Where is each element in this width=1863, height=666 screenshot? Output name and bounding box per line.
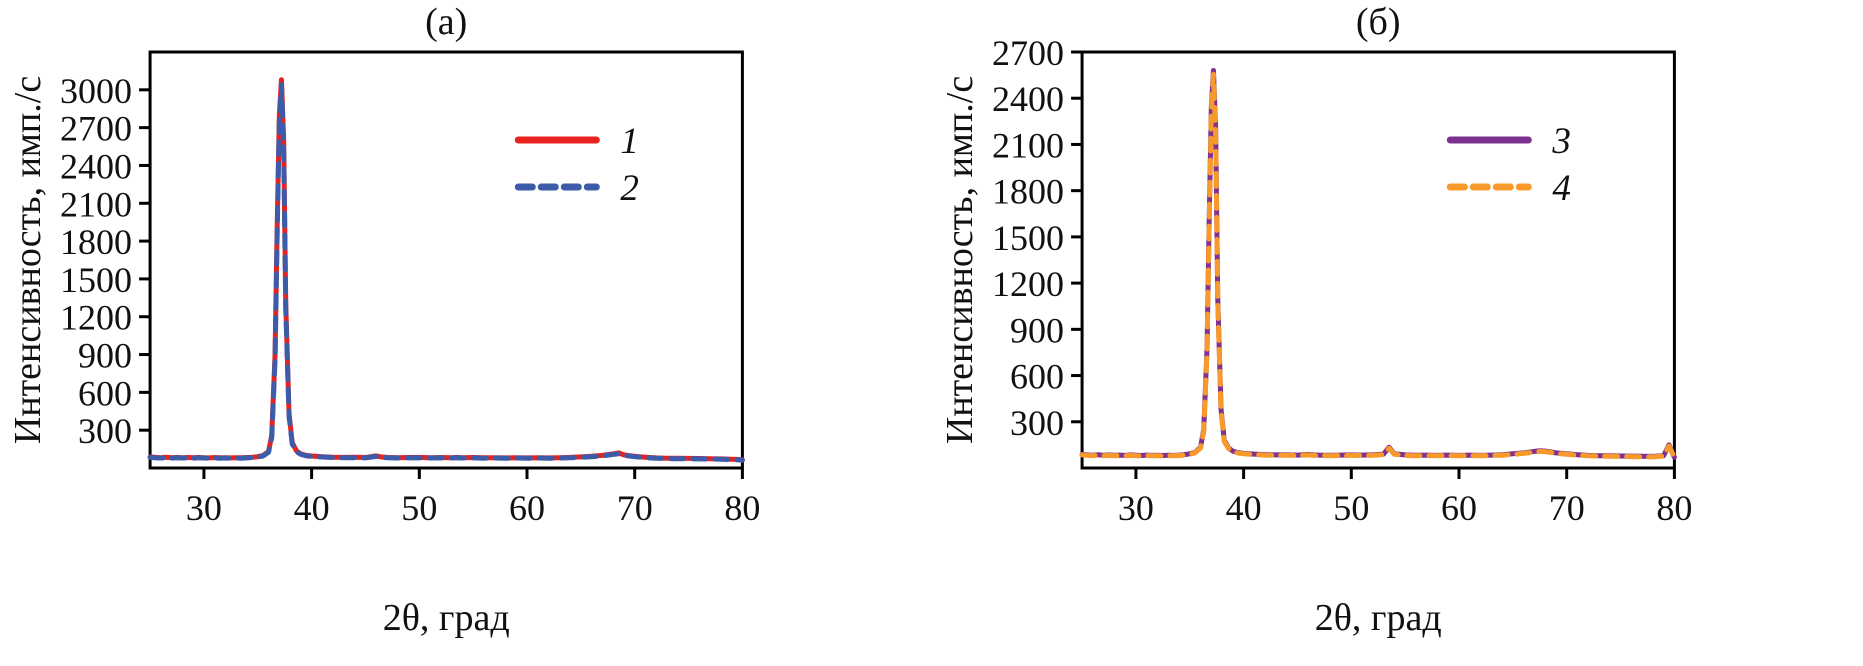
legend-label-2: 2: [620, 168, 639, 209]
x-tick-label: 60: [509, 488, 545, 528]
y-tick-label: 1200: [60, 298, 132, 338]
series-line-1: [147, 77, 745, 463]
legend-label-4: 4: [1552, 168, 1571, 209]
y-tick-label: 300: [1010, 403, 1064, 443]
x-tick-label: 50: [1333, 488, 1369, 528]
x-tick-label: 70: [617, 488, 653, 528]
legend-label-1: 1: [620, 121, 639, 162]
y-tick-label: 2700: [992, 33, 1064, 73]
x-tick-label: 80: [1656, 488, 1692, 528]
y-tick-label: 900: [1010, 310, 1064, 350]
series-line-4: [1079, 71, 1677, 461]
panel-b: (б) 30 40 50 60 70 80 300 600 900 1200 1500 1800 2100…: [932, 0, 1863, 666]
y-axis-label: Интенсивность, имп./с: [7, 76, 49, 444]
x-tick-label: 60: [1441, 488, 1477, 528]
y-tick-label: 2100: [992, 125, 1064, 165]
plot-frame: [148, 50, 744, 470]
y-tick-label: 2100: [60, 184, 132, 224]
y-tick-label: 1500: [992, 218, 1064, 258]
series-line-3: [1079, 68, 1677, 460]
y-tick-label: 1800: [992, 172, 1064, 212]
xrd-chart-a: (а) 30 40 50 60 70 80 3006009001200150018002100…: [7, 1, 760, 639]
x-tick-label: 40: [1225, 488, 1261, 528]
x-tick-label: 80: [724, 488, 760, 528]
panel-title: (а): [425, 1, 467, 43]
plot-frame: [1080, 50, 1676, 470]
y-tick-label: 2400: [60, 146, 132, 186]
y-tick-label: 900: [78, 336, 132, 376]
y-tick-label: 600: [78, 373, 132, 413]
legend-label-3: 3: [1551, 121, 1571, 162]
y-tick-label: 300: [78, 411, 132, 451]
xrd-chart-b: (б) 30 40 50 60 70 80 300 600 900 1200 1500 1800 2100…: [939, 1, 1692, 639]
x-tick-label: 70: [1548, 488, 1584, 528]
y-tick-label: 1800: [60, 222, 132, 262]
x-tick-label: 40: [294, 488, 330, 528]
x-axis-label: 2θ, град: [1314, 597, 1441, 639]
y-tick-label: 1500: [60, 260, 132, 300]
x-tick-label: 30: [186, 488, 222, 528]
y-tick-label: 600: [1010, 357, 1064, 397]
x-tick-label: 50: [401, 488, 437, 528]
y-axis-label: Интенсивность, имп./с: [939, 76, 981, 444]
x-tick-label: 30: [1117, 488, 1153, 528]
panel-a: (а) 30 40 50 60 70 80 300 600 900 1200 1500 1800 2100…: [7, 1, 760, 639]
y-tick-label: 1200: [992, 264, 1064, 304]
y-tick-label: 3000: [60, 71, 132, 111]
series-line-2: [147, 82, 745, 463]
panel-title: (б): [1355, 1, 1400, 43]
x-axis-label: 2θ, град: [383, 597, 510, 639]
y-tick-label: 2700: [60, 109, 132, 149]
y-tick-label: 2400: [992, 79, 1064, 119]
